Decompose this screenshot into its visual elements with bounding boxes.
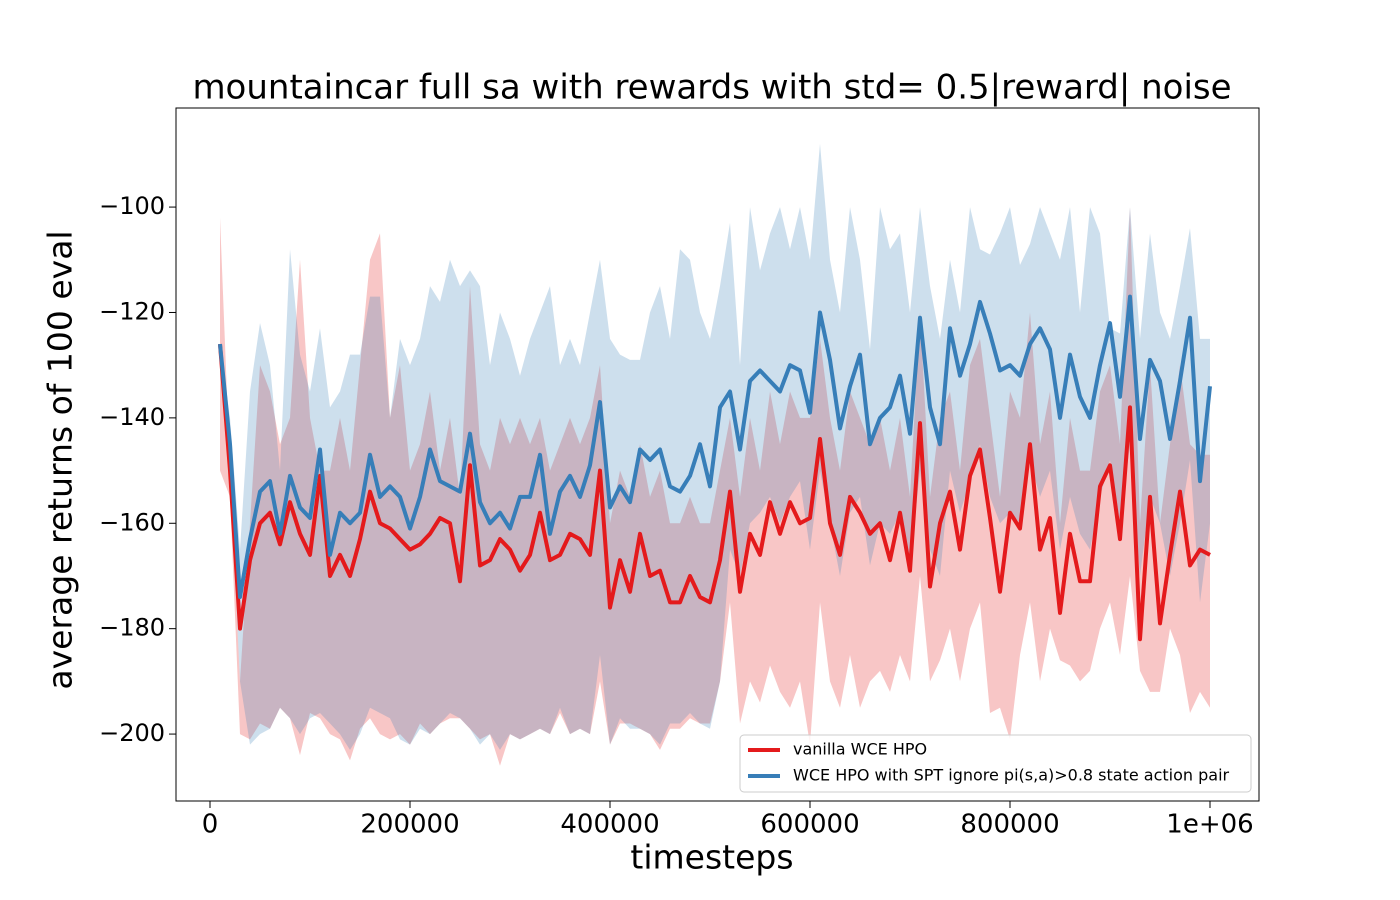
line [218,343,1211,642]
band [220,207,1210,766]
y-tick-label: −160 [99,508,165,536]
x-tick-label: 400000 [560,810,659,840]
chart-title: mountaincar full sa with rewards with st… [192,68,1231,108]
line [218,294,1212,600]
x-tick-label: 800000 [960,810,1059,840]
y-axis-label: average returns of 100 eval [41,230,80,689]
x-tick-label: 200000 [360,810,459,840]
x-axis-label: timesteps [630,838,793,877]
y-tick-label: −200 [99,719,165,747]
legend-label: vanilla WCE HPO [793,740,927,759]
x-tick-label: 0 [202,810,219,840]
plot-frame [175,107,1260,802]
x-tick-label: 600000 [760,810,859,840]
y-tick-label: −120 [99,297,165,325]
y-tick-label: −100 [99,192,165,220]
y-tick-label: −180 [99,614,165,642]
legend-box [739,734,1252,793]
x-tick-label: 1e+06 [1166,810,1253,840]
legend-label: WCE HPO with SPT ignore pi(s,a)>0.8 stat… [793,766,1230,785]
y-tick-label: −140 [99,403,165,431]
